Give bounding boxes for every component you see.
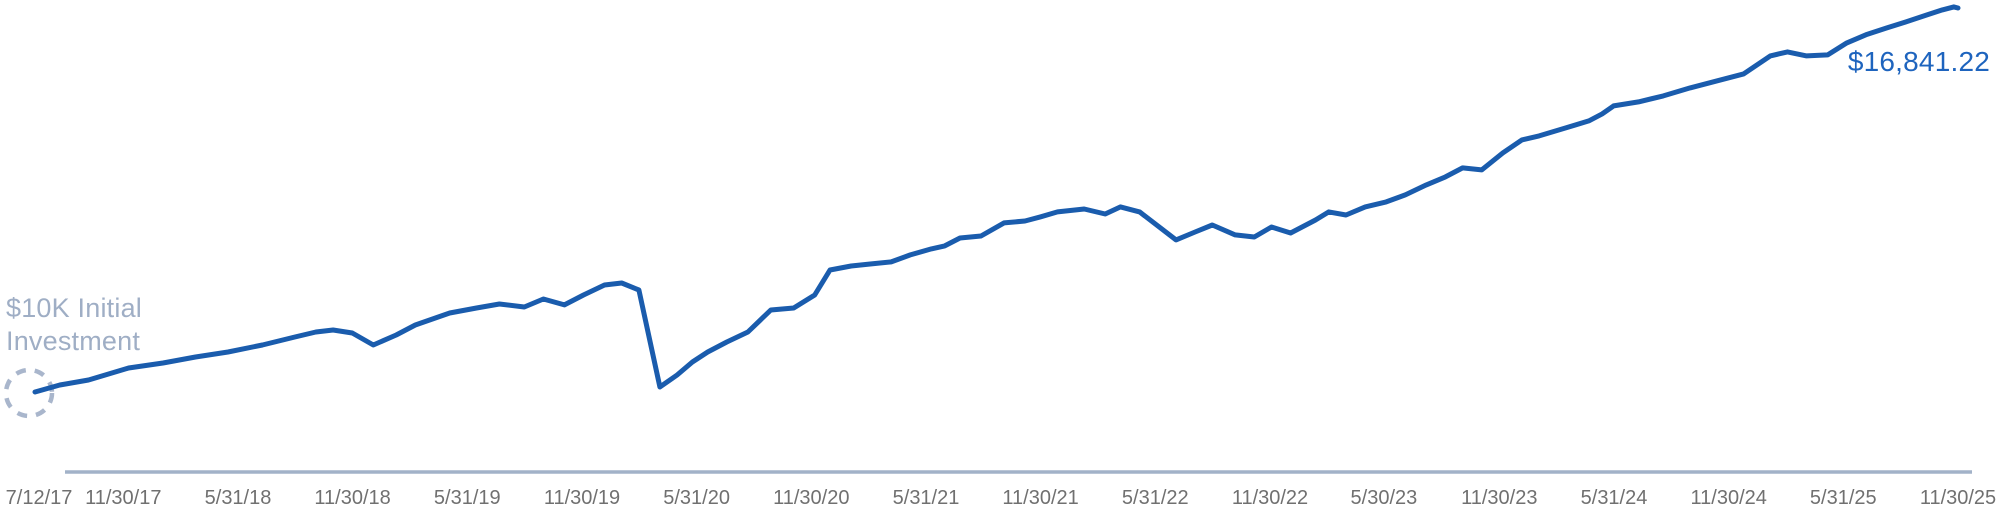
x-axis-tick-label: 11/30/23 — [1461, 487, 1538, 509]
x-axis-tick-label: 11/30/24 — [1690, 487, 1767, 509]
x-axis-tick-label: 5/31/24 — [1580, 487, 1648, 509]
x-axis-tick-label: 11/30/25 — [1919, 487, 1997, 509]
x-axis-tick-label: 11/30/22 — [1231, 487, 1309, 509]
x-axis-tick-label: 5/31/18 — [204, 487, 272, 509]
x-axis-tick-label: 7/12/17 — [5, 487, 73, 509]
initial-investment-marker-icon — [3, 367, 55, 419]
x-axis-tick-label: 11/30/18 — [314, 487, 391, 509]
x-axis-tick-label: 5/31/25 — [1809, 487, 1877, 509]
x-axis-tick-label: 11/30/19 — [543, 487, 621, 509]
growth-line-series — [32, 4, 1961, 395]
x-axis-tick-label: 11/30/17 — [85, 487, 162, 509]
x-axis-tick-label: 11/30/21 — [1002, 487, 1079, 509]
initial-investment-label: $10K Initial Investment — [6, 293, 142, 357]
x-axis-tick-label: 11/30/20 — [773, 487, 850, 509]
x-axis-tick-label: 5/31/22 — [1121, 487, 1189, 509]
ending-value-label: $16,841.22 — [1847, 46, 1990, 77]
x-axis-tick-label: 5/31/19 — [433, 487, 501, 509]
x-axis-tick-label: 5/31/20 — [663, 487, 730, 509]
x-axis-tick-label: 5/31/21 — [892, 487, 960, 509]
x-axis-tick-label: 5/30/23 — [1350, 487, 1418, 509]
